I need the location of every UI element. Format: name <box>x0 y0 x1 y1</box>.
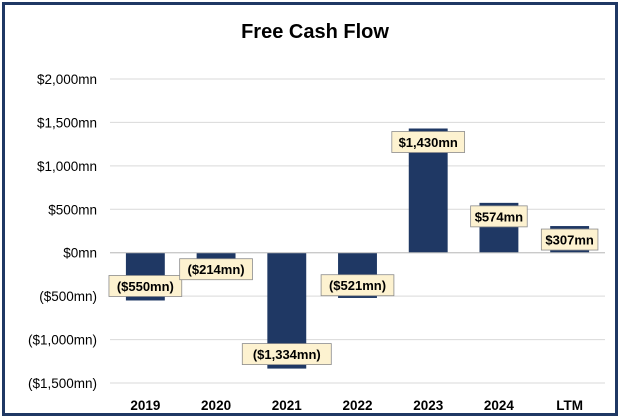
y-tick-label: ($500mn) <box>39 289 97 304</box>
data-label-text: ($1,334mn) <box>253 347 321 362</box>
data-label-box <box>320 274 395 297</box>
data-label-2024: $574mn <box>470 205 528 228</box>
data-label-2020: ($214mn) <box>179 258 253 281</box>
data-label-text: ($521mn) <box>329 278 386 293</box>
y-tick-label: $500mn <box>48 202 97 217</box>
x-tick-label: 2021 <box>272 398 303 413</box>
data-label-ltm: $307mn <box>540 228 599 251</box>
data-label-2019: ($550mn) <box>108 275 183 297</box>
x-tick-label: 2023 <box>413 398 444 413</box>
data-label-2022: ($521mn) <box>320 274 395 297</box>
data-label-text: $1,430mn <box>399 135 458 150</box>
x-tick-label: 2019 <box>130 398 160 413</box>
x-tick-label: 2024 <box>484 398 515 413</box>
data-label-box <box>108 275 183 297</box>
data-labels: ($550mn) ($214mn) ($1,334mn) ($521mn) $1,430… <box>108 131 599 365</box>
x-tick-label: 2022 <box>342 398 372 413</box>
x-tick-label: 2020 <box>201 398 231 413</box>
data-label-box <box>391 131 466 153</box>
data-label-box <box>540 228 599 251</box>
y-tick-label: ($1,500mn) <box>28 376 97 391</box>
data-label-box <box>241 343 332 365</box>
data-label-text: ($214mn) <box>188 262 245 277</box>
bars <box>125 128 590 369</box>
data-label-box <box>470 205 528 228</box>
data-label-2023: $1,430mn <box>391 131 466 153</box>
y-tick-label: $1,000mn <box>37 159 97 174</box>
data-label-box <box>179 258 253 281</box>
data-label-text: ($550mn) <box>117 279 174 294</box>
data-label-text: $574mn <box>475 209 523 224</box>
y-tick-label: $0mn <box>63 246 97 261</box>
y-axis-ticks: $2,000mn $1,500mn $1,000mn $500mn $0mn ($500m… <box>28 72 97 391</box>
data-label-2021: ($1,334mn) <box>241 343 332 365</box>
y-tick-label: $1,500mn <box>37 115 97 130</box>
x-axis-ticks: 2019 2020 2021 2022 2023 2024 LTM <box>130 398 583 413</box>
chart-title: Free Cash Flow <box>241 21 389 43</box>
grid-lines <box>110 78 605 384</box>
y-tick-label: ($1,000mn) <box>28 333 97 348</box>
x-tick-label: LTM <box>556 398 583 413</box>
data-label-text: $307mn <box>545 233 593 248</box>
y-tick-label: $2,000mn <box>37 72 97 87</box>
free-cash-flow-chart: Free Cash Flow $2,000mn$1,500mn$1,000mn$… <box>28 21 605 413</box>
